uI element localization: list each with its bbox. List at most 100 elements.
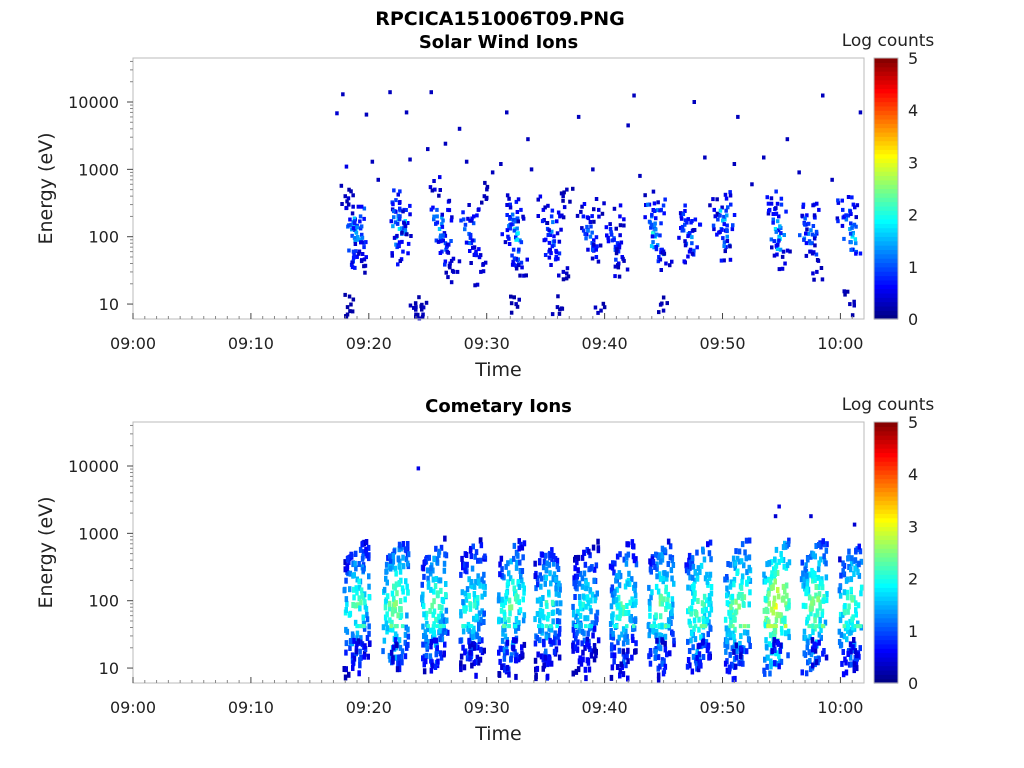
data-cell xyxy=(565,266,570,271)
data-cell xyxy=(662,575,666,581)
data-cell xyxy=(544,566,549,573)
data-cell xyxy=(542,662,546,669)
data-cell xyxy=(433,664,438,670)
data-cell xyxy=(708,539,713,546)
data-cell xyxy=(540,551,545,558)
data-cell xyxy=(434,651,438,658)
data-cell xyxy=(649,222,654,227)
data-cell xyxy=(617,647,622,654)
data-cell xyxy=(771,220,775,225)
data-cell xyxy=(739,584,744,591)
data-cell xyxy=(360,232,364,237)
data-cell xyxy=(344,640,349,647)
data-cell xyxy=(668,554,673,561)
data-cell xyxy=(819,543,823,550)
data-cell xyxy=(580,628,585,635)
data-cell xyxy=(653,564,657,570)
data-cell xyxy=(340,202,344,206)
data-cell xyxy=(552,553,556,559)
data-cell xyxy=(781,544,786,551)
data-cell xyxy=(617,582,622,589)
data-cell xyxy=(784,209,788,214)
data-cell xyxy=(575,573,579,580)
data-cell xyxy=(733,564,737,571)
data-cell xyxy=(672,637,676,644)
data-cell xyxy=(810,646,815,653)
data-cell xyxy=(424,658,428,665)
data-cell xyxy=(632,557,637,564)
data-cell xyxy=(357,595,361,602)
data-cell xyxy=(545,602,549,609)
data-cell xyxy=(459,218,463,223)
data-cell xyxy=(460,555,464,562)
data-cell xyxy=(519,207,523,212)
data-cell xyxy=(362,625,367,632)
colorbar-segment xyxy=(874,596,898,601)
data-cell xyxy=(800,213,804,218)
data-cell xyxy=(663,570,667,577)
data-cell xyxy=(845,636,849,643)
data-cell xyxy=(779,202,784,207)
data-cell xyxy=(621,648,626,655)
data-cell xyxy=(391,626,395,633)
data-cell xyxy=(733,663,738,670)
data-cell xyxy=(785,137,790,142)
data-cell xyxy=(561,277,566,282)
data-cell xyxy=(819,627,823,634)
y-tick-label: 10000 xyxy=(68,93,119,112)
data-cell xyxy=(536,214,540,218)
colorbar-segment xyxy=(874,513,898,519)
data-cell xyxy=(744,555,748,562)
data-cell xyxy=(820,611,824,618)
data-cell xyxy=(499,162,503,166)
data-cell xyxy=(394,581,399,588)
data-cell xyxy=(591,544,596,551)
data-cell xyxy=(344,607,348,613)
data-cell xyxy=(704,597,709,604)
data-cell xyxy=(687,618,691,625)
data-cell xyxy=(444,245,449,250)
colorbar-segment xyxy=(874,435,898,440)
data-cell xyxy=(505,649,509,656)
data-cell xyxy=(837,587,842,594)
data-cell xyxy=(526,137,530,142)
data-cell xyxy=(590,648,594,655)
data-cell xyxy=(631,543,635,550)
data-cell xyxy=(546,632,551,639)
data-cell xyxy=(398,644,403,651)
data-cell xyxy=(628,615,632,622)
data-cell xyxy=(592,620,596,627)
data-cell xyxy=(802,628,807,635)
data-cell xyxy=(633,582,637,589)
data-cell xyxy=(562,205,567,210)
data-cell xyxy=(648,558,652,565)
colorbar-segment xyxy=(874,422,898,427)
data-cell xyxy=(616,573,621,580)
data-cell xyxy=(670,259,674,264)
data-cell xyxy=(401,588,405,595)
data-cell xyxy=(359,599,363,606)
data-cell xyxy=(504,644,509,651)
data-cell xyxy=(655,208,659,213)
data-cell xyxy=(535,597,540,604)
data-cell xyxy=(580,204,584,209)
data-cell xyxy=(824,574,829,581)
data-cell xyxy=(814,659,819,666)
data-cell xyxy=(401,541,406,547)
data-cell xyxy=(397,541,402,548)
data-cell xyxy=(814,592,818,599)
data-cell xyxy=(806,590,811,597)
data-cell xyxy=(858,110,863,115)
data-cell xyxy=(422,633,426,639)
data-cell xyxy=(697,616,701,623)
data-cell xyxy=(436,617,441,624)
data-cell xyxy=(475,633,480,640)
data-cell xyxy=(439,587,443,594)
data-cell xyxy=(430,659,434,666)
data-cell xyxy=(503,633,508,640)
data-cell xyxy=(581,214,586,219)
data-cell xyxy=(783,540,787,547)
data-cell xyxy=(692,248,696,253)
data-cell xyxy=(853,205,857,210)
